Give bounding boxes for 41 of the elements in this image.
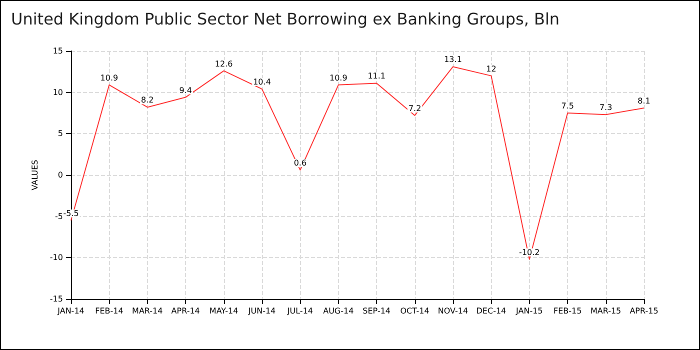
data-label: 0.6 xyxy=(294,158,307,168)
data-label: 10.9 xyxy=(100,73,118,82)
data-label: 12.6 xyxy=(214,59,233,68)
x-tick-label: APR-15 xyxy=(630,306,658,316)
data-label: 7.3 xyxy=(599,103,612,112)
x-tick-label: JAN-14 xyxy=(56,306,84,316)
y-tick-label: 5 xyxy=(58,129,63,138)
x-tick-label: DEC-14 xyxy=(476,306,506,316)
data-label: 8.1 xyxy=(638,96,650,106)
y-axis-title: VALUES xyxy=(30,160,40,190)
y-tick-label: 10 xyxy=(52,88,63,97)
x-tick-label: JAN-15 xyxy=(515,306,543,316)
data-label: 13.1 xyxy=(444,55,462,64)
data-label: 7.5 xyxy=(561,102,574,110)
data-label: 11.1 xyxy=(368,72,386,81)
data-label: 10.9 xyxy=(329,73,348,82)
data-label: -10.2 xyxy=(519,248,540,257)
x-tick-label: OCT-14 xyxy=(400,306,430,316)
x-tick-label: JUN-14 xyxy=(247,306,276,316)
y-tick-label: -10 xyxy=(50,253,63,262)
data-label: 12 xyxy=(486,64,496,74)
x-tick-label: AUG-14 xyxy=(323,306,354,316)
x-tick-label: MAR-15 xyxy=(590,306,622,316)
x-tick-label: JUL-14 xyxy=(286,306,314,316)
y-tick-label: -5 xyxy=(55,212,63,221)
data-label: 7.2 xyxy=(408,104,422,113)
y-tick-label: -15 xyxy=(50,294,63,304)
chart-title: United Kingdom Public Sector Net Borrowing ex Banking Groups, Bln xyxy=(11,10,560,28)
data-label: 9.4 xyxy=(179,86,192,95)
x-tick-label: FEB-14 xyxy=(95,306,124,316)
x-tick-label: MAY-14 xyxy=(209,306,238,316)
x-tick-label: NOV-14 xyxy=(438,306,468,316)
x-tick-label: MAR-14 xyxy=(132,306,163,316)
x-tick-label: APR-14 xyxy=(171,306,200,316)
x-tick-label: SEP-14 xyxy=(362,306,391,316)
y-tick-label: 15 xyxy=(52,46,63,56)
data-label: 8.2 xyxy=(141,96,154,105)
data-label: 10.4 xyxy=(253,78,271,87)
data-label: -5.5 xyxy=(63,208,79,218)
x-tick-label: FEB-15 xyxy=(553,306,582,316)
y-tick-label: 0 xyxy=(58,170,63,180)
